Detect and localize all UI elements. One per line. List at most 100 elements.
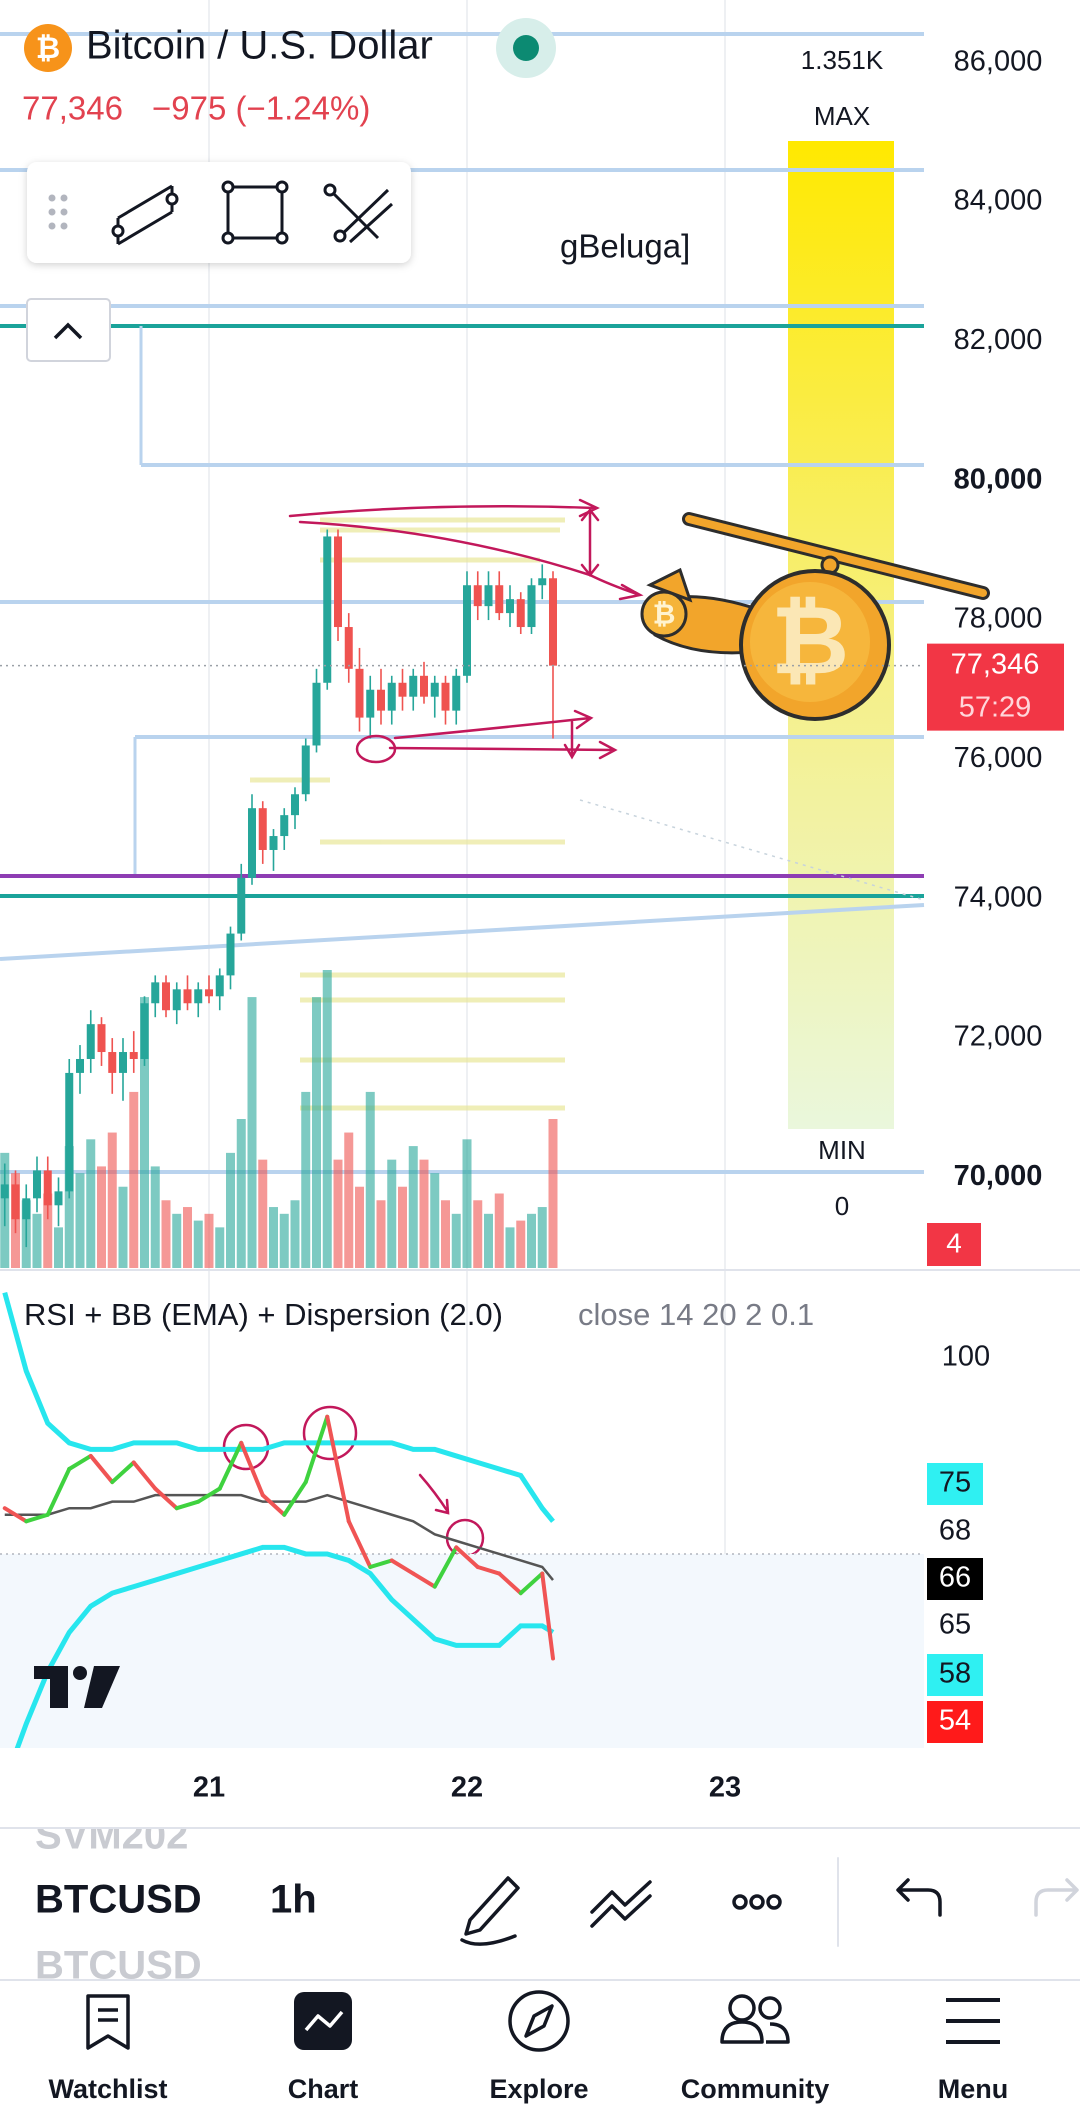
nav-label[interactable]: Watchlist bbox=[48, 2074, 167, 2104]
volume-bar bbox=[387, 1159, 397, 1268]
explore-icon[interactable] bbox=[508, 1990, 570, 2052]
basis-line bbox=[4, 1493, 554, 1581]
nav-label[interactable]: Menu bbox=[938, 2074, 1009, 2104]
market-status-dot bbox=[513, 35, 539, 61]
community-icon[interactable] bbox=[720, 1994, 790, 2044]
candle-layer bbox=[0, 529, 557, 1248]
candle-body bbox=[527, 585, 536, 628]
value-badge-text: 66 bbox=[939, 1562, 971, 1594]
bitcoin-helicopter: ₿ ₿ bbox=[640, 512, 990, 721]
redo-button[interactable] bbox=[1034, 1878, 1079, 1917]
volume-bar bbox=[129, 1091, 139, 1268]
volume-bar bbox=[32, 1213, 42, 1268]
candle-body bbox=[172, 989, 181, 1011]
volume-bar bbox=[462, 1139, 472, 1268]
candle-body bbox=[334, 536, 342, 628]
nav-label[interactable]: Chart bbox=[288, 2074, 359, 2104]
candle-body bbox=[54, 1191, 63, 1206]
nav-label[interactable]: Explore bbox=[489, 2074, 588, 2104]
volume-bar bbox=[172, 1213, 182, 1268]
rsi-params: close 14 20 2 0.1 bbox=[578, 1297, 814, 1332]
volume-bar bbox=[516, 1220, 526, 1268]
candle-body bbox=[129, 1052, 138, 1059]
interval[interactable]: 1h bbox=[270, 1878, 317, 1922]
rsi-segment bbox=[540, 1571, 555, 1661]
candle-body bbox=[151, 982, 160, 1004]
indicator-label: gBeluga] bbox=[560, 228, 690, 265]
undo-button[interactable] bbox=[896, 1878, 942, 1917]
volume-bar bbox=[365, 1091, 375, 1268]
volume-bar bbox=[204, 1213, 214, 1268]
volume-bar bbox=[75, 1173, 85, 1268]
draw-button[interactable] bbox=[460, 1876, 520, 1946]
value-badge bbox=[927, 1511, 983, 1553]
arrow bbox=[580, 507, 600, 578]
lower-line bbox=[14, 1544, 555, 1748]
volume-bar bbox=[118, 1186, 128, 1268]
volume-bar bbox=[548, 1119, 558, 1268]
value-badge bbox=[927, 1558, 983, 1600]
volume-bar bbox=[269, 1207, 278, 1268]
rsi-segment bbox=[346, 1519, 373, 1570]
y-tick-label: 74,000 bbox=[954, 881, 1043, 913]
more-button[interactable] bbox=[732, 1894, 782, 1910]
rsi-segment bbox=[411, 1571, 437, 1589]
coin-glyph: ₿ bbox=[771, 587, 849, 694]
menu-icon[interactable] bbox=[946, 1998, 1000, 2044]
nav-label[interactable]: Community bbox=[681, 2074, 830, 2104]
volume-bar bbox=[505, 1227, 515, 1268]
rsi-segment bbox=[45, 1467, 72, 1517]
candle-body bbox=[86, 1024, 95, 1059]
candle-body bbox=[258, 808, 267, 850]
drag-handle[interactable] bbox=[48, 194, 68, 230]
candle-body bbox=[355, 668, 364, 718]
x-tick-label: 23 bbox=[709, 1772, 741, 1804]
price-badge-price: 77,346 bbox=[951, 648, 1040, 680]
volume-bar bbox=[97, 1166, 106, 1268]
candle-body bbox=[473, 585, 482, 607]
volume-bar bbox=[54, 1227, 63, 1268]
y-tick-label: 84,000 bbox=[954, 185, 1043, 217]
fib-tool[interactable] bbox=[323, 183, 394, 244]
volume-bar bbox=[451, 1213, 461, 1268]
volume-bar bbox=[140, 997, 149, 1268]
volume-bar bbox=[333, 1159, 343, 1268]
rsi-zone bbox=[0, 1554, 924, 1748]
indicators-button[interactable] bbox=[590, 1880, 652, 1928]
candle-body bbox=[420, 675, 428, 697]
x-tick-label: 22 bbox=[451, 1772, 483, 1804]
value-badge bbox=[927, 1701, 983, 1743]
candle-body bbox=[430, 682, 439, 697]
symbol[interactable]: BTCUSD bbox=[35, 1878, 202, 1922]
candle-body bbox=[269, 836, 278, 850]
volume-bar bbox=[441, 1200, 450, 1268]
rsi-segment bbox=[432, 1545, 459, 1589]
rsi-segment bbox=[110, 1460, 136, 1485]
count-badge-text: 4 bbox=[946, 1227, 962, 1258]
y-tick-label: 70,000 bbox=[954, 1160, 1043, 1192]
rsi-segment bbox=[2, 1506, 29, 1524]
x-axis: 21 22 23 bbox=[193, 1772, 741, 1804]
volume-bar bbox=[301, 1091, 311, 1268]
watchlist-icon[interactable] bbox=[86, 1994, 130, 2050]
x-tick-label: 21 bbox=[193, 1772, 225, 1804]
volume-bar bbox=[473, 1200, 483, 1268]
volume-bar bbox=[398, 1186, 407, 1268]
channel-tool[interactable] bbox=[111, 184, 179, 246]
candle-body bbox=[377, 689, 385, 711]
volume-bar bbox=[312, 997, 321, 1268]
upper-line bbox=[2, 1291, 555, 1523]
candle-body bbox=[183, 989, 192, 1004]
volume-bar bbox=[408, 1146, 418, 1268]
collapse-button[interactable] bbox=[26, 298, 111, 362]
rectangle-tool[interactable] bbox=[221, 180, 289, 245]
zero-label: 0 bbox=[835, 1191, 849, 1221]
candle-body bbox=[387, 682, 396, 711]
candle-body bbox=[33, 1170, 41, 1199]
symbol-title[interactable]: Bitcoin / U.S. Dollar bbox=[86, 24, 433, 68]
candle-body bbox=[549, 578, 557, 666]
compass-needle bbox=[524, 2004, 554, 2038]
volume-bar bbox=[43, 1193, 53, 1268]
candle-body bbox=[248, 808, 256, 878]
candle-body bbox=[119, 1052, 127, 1073]
